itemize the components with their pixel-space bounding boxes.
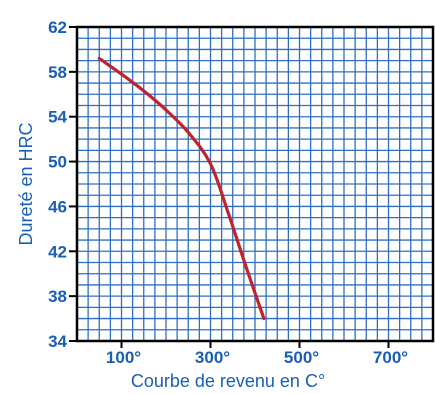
y-tick-label: 58 xyxy=(48,63,67,82)
plot-frame xyxy=(75,25,435,343)
hardness-curve xyxy=(97,56,266,321)
y-tick-label: 42 xyxy=(48,242,67,261)
x-axis-ticks: 100° 300° 500° 700° xyxy=(106,341,408,367)
y-tick-label: 54 xyxy=(48,108,67,127)
y-axis-label: Dureté en HRC xyxy=(16,122,36,245)
y-tick-label: 34 xyxy=(48,332,67,351)
y-tick-label: 62 xyxy=(48,18,67,37)
x-tick-label: 500° xyxy=(284,348,319,367)
y-axis-ticks: 34 38 42 46 50 54 58 62 xyxy=(48,18,77,351)
x-tick-label: 300° xyxy=(195,348,230,367)
x-tick-label: 700° xyxy=(373,348,408,367)
y-tick-label: 38 xyxy=(48,287,67,306)
x-tick-label: 100° xyxy=(106,348,141,367)
y-tick-label: 50 xyxy=(48,153,67,172)
x-axis-label: Courbe de revenu en C° xyxy=(131,371,325,391)
y-tick-label: 46 xyxy=(48,197,67,216)
grid xyxy=(77,27,433,341)
